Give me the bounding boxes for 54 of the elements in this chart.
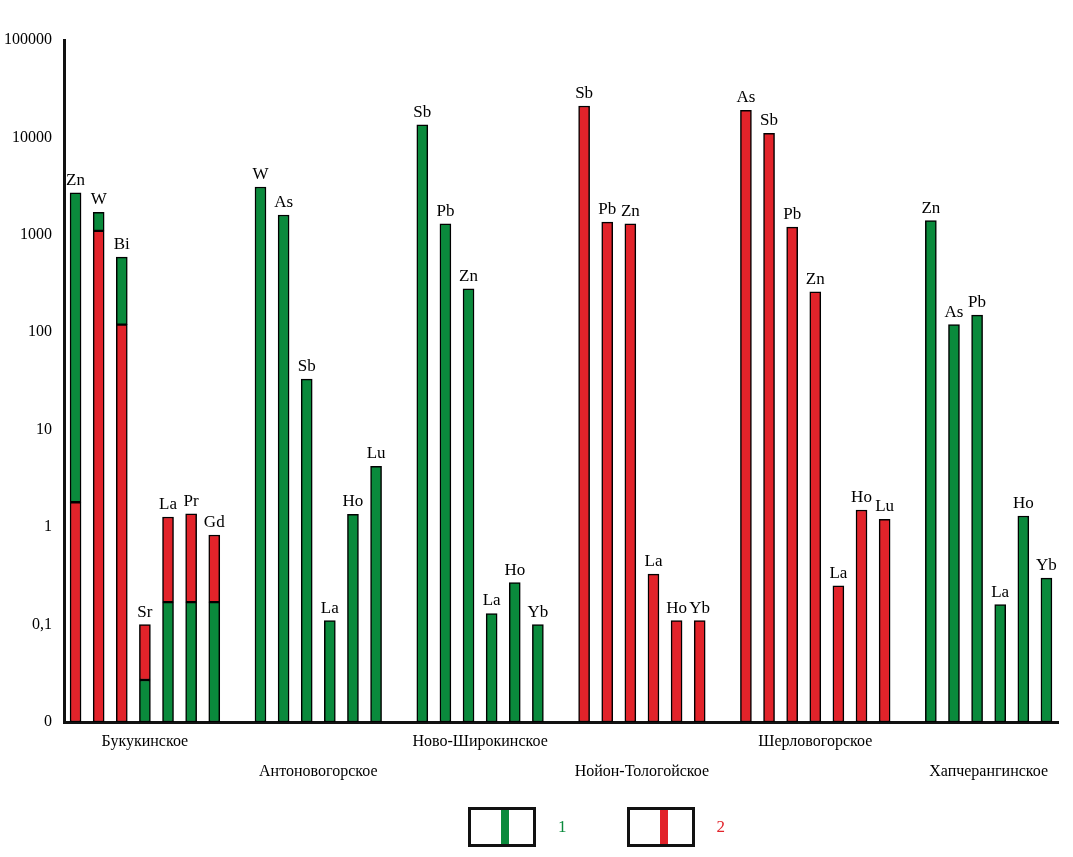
x-tick-label: La [829,562,848,582]
x-tick-label: As [274,191,294,211]
x-tick-label: Pr [183,490,200,510]
x-tick-label: La [320,597,340,617]
x-tick-label: Zn [66,169,86,189]
y-tick-label: 1000 [20,225,52,243]
text: Нойон-Тологойское [574,762,710,780]
text: Хапчерангинское [929,762,1049,781]
x-tick-label: Yb [1036,555,1057,575]
x-tick-label: Sr [137,601,153,621]
x-tick-label: Sb [760,110,779,130]
y-tick-label: 10 [36,419,52,437]
x-tick-label: Ho [851,486,872,506]
x-tick-label: Pb [968,292,987,312]
x-tick-label: Lu [875,496,895,516]
x-tick-label: Pb [436,200,455,220]
x-tick-label: As [736,87,756,107]
x-tick-label: Gd [203,512,226,531]
text: 1 [558,817,567,837]
text: Букукинское [101,732,189,751]
y-tick-label: 0 [44,712,52,730]
x-tick-label: Zn [921,197,941,217]
x-tick-label: Bi [113,234,131,254]
text: Антоновогорское [259,762,378,781]
y-tick-label: 0,1 [32,614,52,632]
x-tick-label: Sb [413,101,432,121]
x-tick-label: W [252,163,270,183]
x-tick-label: Yb [527,601,549,621]
x-tick-label: La [482,590,502,610]
x-tick-label: Pb [783,204,802,224]
y-tick-label: 1 [44,517,52,535]
text: 2 [716,817,725,837]
x-tick-label: Ho [504,559,526,579]
x-tick-label: Lu [366,443,387,463]
x-tick-label: La [991,581,1010,601]
x-tick-label: As [944,301,964,321]
text: Ново-Широкинское [412,732,548,751]
x-tick-label: Sb [575,83,594,102]
x-tick-label: Ho [666,597,687,617]
text: Шерловогорское [758,732,873,751]
x-tick-label: Zn [459,265,479,285]
x-tick-label: Ho [1012,493,1034,513]
x-tick-label: Sb [297,356,316,376]
y-tick-label: 100000 [4,30,52,48]
x-tick-label: Pb [598,199,617,219]
y-tick-label: 10000 [12,127,52,145]
x-tick-label: La [159,494,178,513]
y-tick-label: 100 [28,322,52,340]
x-tick-label: Zn [805,268,826,288]
x-tick-label: Yb [689,597,711,617]
x-tick-label: Ho [342,491,364,511]
x-tick-label: W [90,189,108,209]
x-tick-label: La [644,551,663,571]
x-tick-label: Zn [620,200,641,220]
